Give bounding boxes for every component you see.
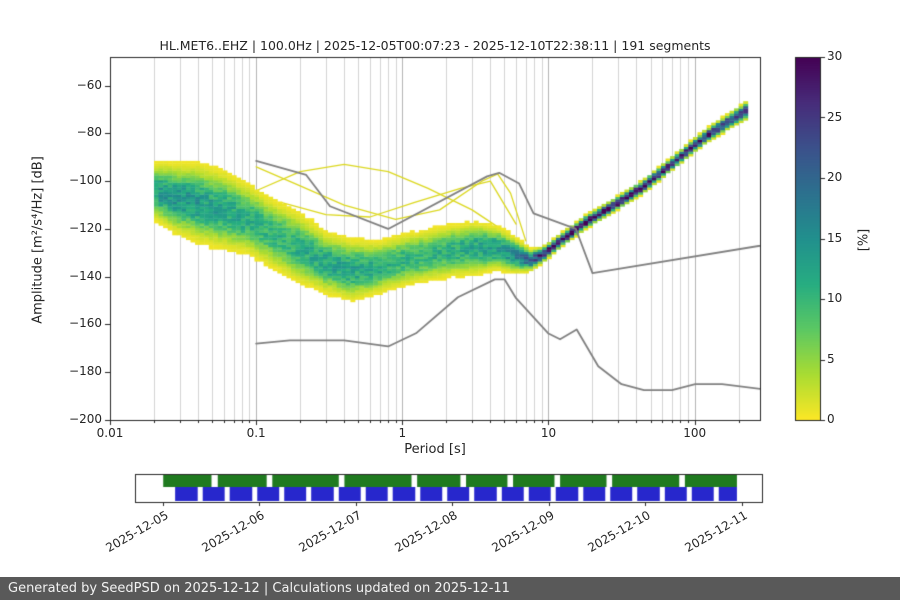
- footer-bar: Generated by SeedPSD on 2025-12-12 | Cal…: [0, 577, 900, 600]
- colorbar-tick-label: 25: [827, 109, 843, 124]
- y-tick-label: −100: [69, 173, 102, 188]
- x-tick-label: 0.1: [246, 426, 266, 440]
- x-tick-label: 0.01: [96, 426, 124, 440]
- y-tick-label: −60: [76, 77, 102, 92]
- y-axis-label: Amplitude [m²/s⁴/Hz] [dB]: [30, 156, 46, 324]
- chart-title: HL.MET6..EHZ | 100.0Hz | 2025-12-05T00:0…: [159, 38, 711, 53]
- y-tick-label: −200: [69, 412, 102, 426]
- x-tick-label: 100: [683, 426, 707, 440]
- colorbar-tick-label: 20: [827, 170, 843, 184]
- x-tick-label: 10: [540, 426, 557, 440]
- colorbar-tick-label: 0: [827, 412, 835, 426]
- y-tick-label: −80: [76, 125, 102, 140]
- colorbar-label: [%]: [856, 228, 872, 252]
- colorbar-tick-label: 5: [827, 351, 835, 366]
- colorbar-tick-label: 30: [827, 49, 843, 63]
- y-tick-label: −180: [69, 364, 102, 379]
- colorbar-tick-label: 10: [827, 291, 843, 305]
- x-axis-label: Period [s]: [404, 442, 466, 457]
- footer-text: Generated by SeedPSD on 2025-12-12 | Cal…: [8, 581, 510, 596]
- y-tick-label: −140: [69, 268, 102, 283]
- colorbar-tick-label: 15: [827, 230, 843, 245]
- y-tick-label: −160: [69, 316, 102, 331]
- x-tick-label: 1: [398, 426, 407, 440]
- y-tick-label: −120: [69, 220, 102, 235]
